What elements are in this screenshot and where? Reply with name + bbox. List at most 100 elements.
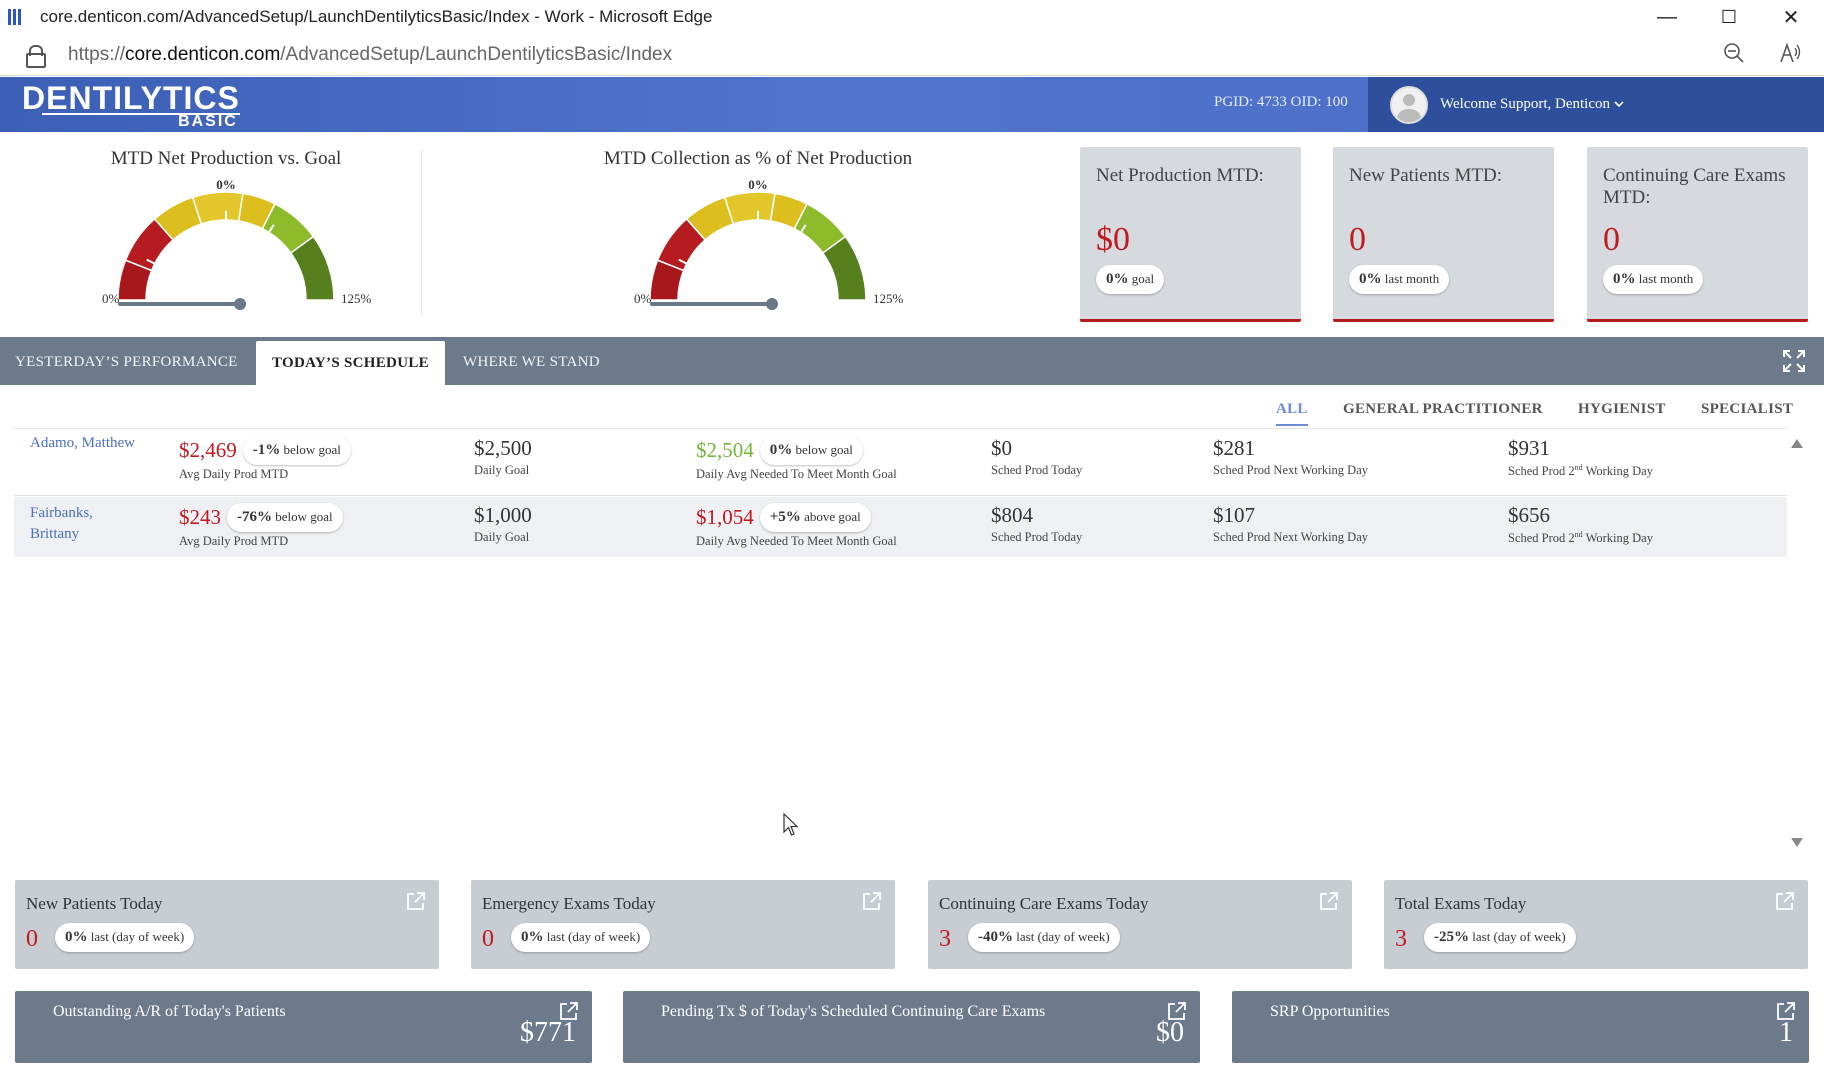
tile-total-exams-today: Total Exams Today 3 -25% last (day of we… xyxy=(1384,880,1808,969)
gauge-segment xyxy=(685,196,735,242)
divider xyxy=(421,150,422,315)
tab-yesterdays-performance[interactable]: YESTERDAY’S PERFORMANCE xyxy=(15,354,238,370)
daily-goal-value: $1,000 xyxy=(474,503,532,527)
cell-label: Sched Prod 2nd Working Day xyxy=(1508,530,1653,546)
daily-goal-cell: $2,500 Daily Goal xyxy=(474,436,532,478)
fullscreen-icon[interactable] xyxy=(1782,349,1806,373)
cell-label: Sched Prod Next Working Day xyxy=(1213,463,1368,477)
sched-next-value: $281 xyxy=(1213,436,1255,460)
gauge-segment xyxy=(153,196,203,242)
gauge-tick xyxy=(146,258,157,266)
filter-all[interactable]: ALL xyxy=(1276,401,1308,426)
bar-srp-opportunities: SRP Opportunities 1 xyxy=(1232,991,1809,1063)
provider-name-link[interactable]: Adamo, Matthew xyxy=(30,435,135,451)
mouse-cursor xyxy=(783,812,799,842)
scroll-up-icon[interactable] xyxy=(1791,439,1803,448)
stat-card-continuing-care: Continuing Care Exams MTD: 0 0% last mon… xyxy=(1587,147,1808,322)
external-link-icon[interactable] xyxy=(861,890,883,912)
chevron-down-icon[interactable] xyxy=(1614,97,1624,112)
sched-today-value: $0 xyxy=(991,436,1012,460)
zoom-out-icon[interactable] xyxy=(1723,42,1745,70)
maximize-button[interactable]: ☐ xyxy=(1720,6,1738,27)
gauge-value-label: 0% xyxy=(216,177,236,192)
pgid-label: PGID: 4733 OID: 100 xyxy=(1214,94,1348,110)
tile-emergency-exams-today: Emergency Exams Today 0 0% last (day of … xyxy=(471,880,895,969)
tab-where-we-stand[interactable]: WHERE WE STAND xyxy=(463,354,600,370)
tab-todays-schedule[interactable]: TODAY’S SCHEDULE xyxy=(256,341,445,385)
divider xyxy=(14,428,1786,429)
daily-goal-value: $2,500 xyxy=(474,436,532,460)
bar-value: $771 xyxy=(520,1017,576,1048)
avg-daily-prod-cell: $2,469 -1% below goal Avg Daily Prod MTD xyxy=(179,436,351,482)
gauge-chart: 0% 0% 125% xyxy=(634,177,904,310)
provider-name-link[interactable]: Fairbanks, Brittany xyxy=(30,505,93,542)
stat-pill: 0% last month xyxy=(1603,265,1704,294)
url-text[interactable]: https://core.denticon.com/AdvancedSetup/… xyxy=(68,43,673,65)
browser-title-bar: core.denticon.com/AdvancedSetup/LaunchDe… xyxy=(0,0,1824,34)
stat-value: 0 xyxy=(1349,221,1366,258)
welcome-text[interactable]: Welcome Support, Denticon xyxy=(1440,96,1611,112)
address-bar[interactable]: https://core.denticon.com/AdvancedSetup/… xyxy=(0,34,1824,76)
gauge-title: MTD Collection as % of Net Production xyxy=(603,148,913,169)
cell-label: Daily Goal xyxy=(474,530,530,544)
bar-outstanding-ar: Outstanding A/R of Today's Patients $771 xyxy=(15,991,592,1063)
external-link-icon[interactable] xyxy=(1166,1000,1188,1022)
daily-avg-needed-value: $2,504 xyxy=(696,438,754,462)
cell-label: Sched Prod 2nd Working Day xyxy=(1508,463,1653,479)
lock-icon xyxy=(26,44,46,68)
tile-value: 0 xyxy=(26,926,38,952)
sched-2nd-value: $931 xyxy=(1508,436,1550,460)
external-link-icon[interactable] xyxy=(558,1000,580,1022)
tile-title: Emergency Exams Today xyxy=(482,894,656,913)
kpi-section: MTD Net Production vs. Goal 0% 0% 125% M… xyxy=(0,132,1824,337)
user-menu[interactable]: Welcome Support, Denticon xyxy=(1368,77,1824,132)
gauge-segment xyxy=(124,217,175,272)
close-button[interactable]: ✕ xyxy=(1782,6,1800,29)
sched-today-value: $804 xyxy=(991,503,1033,527)
gauge-title: MTD Net Production vs. Goal xyxy=(110,148,342,169)
external-link-icon[interactable] xyxy=(1774,890,1796,912)
gauge-segment xyxy=(793,202,847,255)
sched-next-cell: $107 Sched Prod Next Working Day xyxy=(1213,503,1368,545)
external-link-icon[interactable] xyxy=(405,890,427,912)
gauge-min-label: 0% xyxy=(102,291,120,306)
gauge-segment xyxy=(723,191,776,225)
external-link-icon[interactable] xyxy=(1775,1000,1797,1022)
avg-daily-prod-value: $243 xyxy=(179,505,221,529)
avatar[interactable] xyxy=(1390,85,1428,124)
tile-title: New Patients Today xyxy=(26,894,163,913)
gauge-segment xyxy=(261,202,315,255)
gauge-value-label: 0% xyxy=(748,177,768,192)
gauge-segment xyxy=(237,192,277,230)
tile-value: 3 xyxy=(1395,926,1407,952)
stat-pill: 0% goal xyxy=(1096,265,1165,294)
gauge-min-label: 0% xyxy=(634,291,652,306)
stat-title: New Patients MTD: xyxy=(1349,165,1503,186)
gauge-hub xyxy=(766,298,778,310)
tile-pill: -25% last (day of week) xyxy=(1424,923,1576,952)
bar-title: Outstanding A/R of Today's Patients xyxy=(53,1003,286,1020)
read-aloud-icon[interactable] xyxy=(1779,42,1803,70)
stat-card-new-patients: New Patients MTD: 0 0% last month xyxy=(1333,147,1554,322)
tile-value: 0 xyxy=(482,926,494,952)
scroll-down-icon[interactable] xyxy=(1791,838,1803,847)
window-title: core.denticon.com/AdvancedSetup/LaunchDe… xyxy=(40,7,713,26)
minimize-button[interactable]: — xyxy=(1657,5,1677,28)
external-link-icon[interactable] xyxy=(1318,890,1340,912)
filter-specialist[interactable]: SPECIALIST xyxy=(1701,401,1794,417)
sched-2nd-cell: $931 Sched Prod 2nd Working Day xyxy=(1508,436,1653,479)
cell-label: Sched Prod Today xyxy=(991,463,1083,477)
gauge-segment xyxy=(191,191,244,225)
bar-value: $0 xyxy=(1156,1017,1184,1048)
sched-next-cell: $281 Sched Prod Next Working Day xyxy=(1213,436,1368,478)
filter-hygienist[interactable]: HYGIENIST xyxy=(1578,401,1666,417)
cell-label: Avg Daily Prod MTD xyxy=(179,467,289,481)
filter-general-practitioner[interactable]: GENERAL PRACTITIONER xyxy=(1343,401,1543,417)
bar-title: SRP Opportunities xyxy=(1270,1003,1390,1020)
daily-goal-cell: $1,000 Daily Goal xyxy=(474,503,532,545)
gauge-segment xyxy=(769,192,809,230)
tile-title: Continuing Care Exams Today xyxy=(939,894,1149,913)
tile-pill: 0% last (day of week) xyxy=(511,923,651,952)
stat-pill: 0% last month xyxy=(1349,265,1450,294)
sched-2nd-value: $656 xyxy=(1508,503,1550,527)
